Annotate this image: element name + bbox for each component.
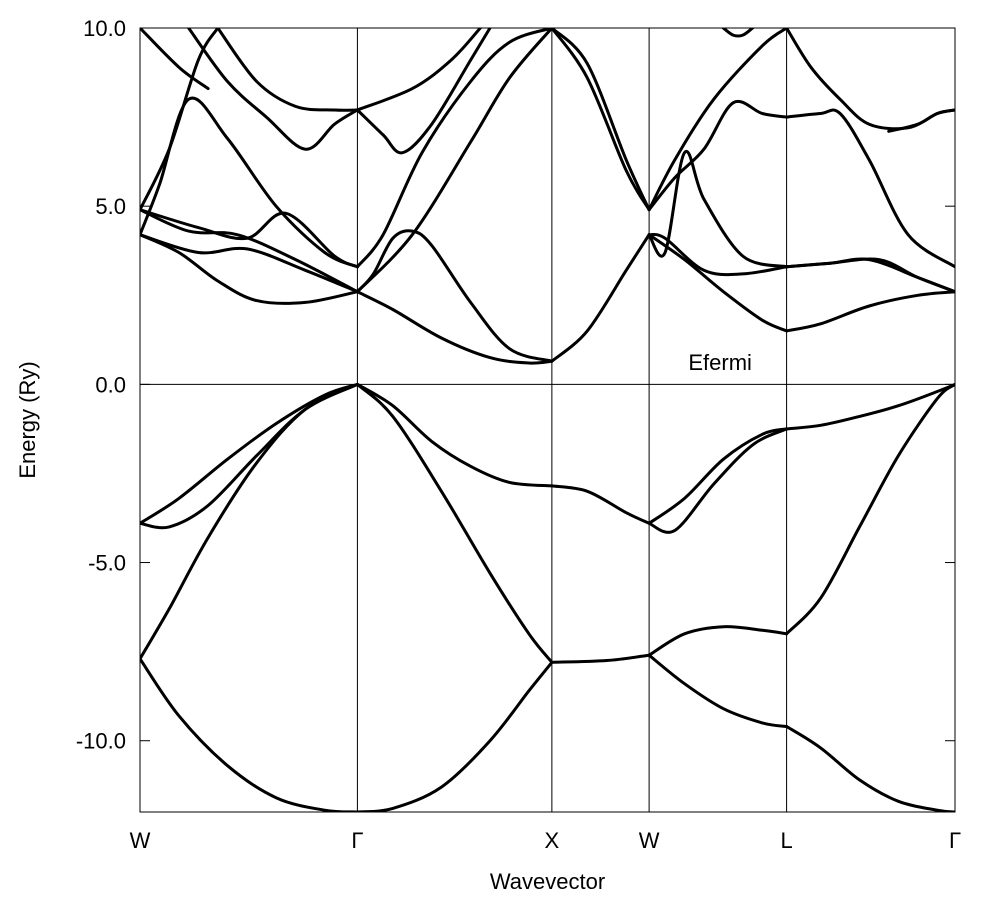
band-line <box>140 208 359 269</box>
y-axis-title: Energy (Ry) <box>15 361 40 478</box>
x-tick-label: W <box>639 828 660 853</box>
y-tick-label: 5.0 <box>95 194 126 219</box>
band-line <box>140 208 359 294</box>
band-line <box>785 725 955 812</box>
band-line <box>721 28 755 38</box>
x-tick-label: L <box>780 828 792 853</box>
y-tick-label: -10.0 <box>76 729 126 754</box>
y-tick-label: 10.0 <box>83 16 126 41</box>
y-tick-label: 0.0 <box>95 372 126 397</box>
band-line <box>785 382 955 636</box>
band-line <box>887 108 955 133</box>
x-tick-label: W <box>130 828 151 853</box>
band-line <box>550 28 651 212</box>
band-line <box>355 28 482 112</box>
band-line <box>647 233 789 333</box>
band-line <box>140 657 359 812</box>
band-line <box>140 233 359 294</box>
band-line <box>647 232 789 277</box>
efermi-annotation: Efermi <box>688 350 752 375</box>
band-line <box>355 28 492 155</box>
band-line <box>355 382 554 488</box>
kpoint-lines <box>356 28 788 812</box>
x-axis-title: Wavevector <box>490 869 605 894</box>
band-line <box>140 28 220 212</box>
band-line <box>647 28 789 212</box>
band-line <box>647 653 789 728</box>
band-line <box>355 229 554 363</box>
x-tick-label: Γ <box>351 828 363 853</box>
band-line <box>785 290 955 333</box>
band-line <box>140 28 210 91</box>
band-line <box>550 28 651 212</box>
band-line <box>355 660 554 812</box>
band-line <box>140 382 359 525</box>
band-line <box>140 382 359 661</box>
band-line <box>187 28 359 151</box>
y-tick-label: -5.0 <box>88 551 126 576</box>
band-line <box>216 28 359 112</box>
plot-frame <box>139 27 956 813</box>
band-line <box>550 653 651 664</box>
band-line <box>647 99 789 212</box>
band-line <box>785 257 955 294</box>
band-line <box>647 427 789 525</box>
band-line <box>140 233 359 305</box>
y-axis-ticks: 10.0 5.0 0.0 -5.0 -10.0 <box>76 16 955 754</box>
band-line <box>355 28 554 269</box>
band-line <box>647 427 789 534</box>
band-line <box>785 382 955 431</box>
band-line <box>647 625 789 657</box>
x-tick-label: X <box>545 828 560 853</box>
band-line <box>355 382 554 664</box>
band-line <box>550 233 651 363</box>
bands-layer <box>140 28 955 812</box>
band-line <box>355 290 554 365</box>
band-line <box>140 382 359 530</box>
band-line <box>647 149 789 269</box>
band-line <box>355 28 554 294</box>
band-line <box>140 96 359 269</box>
band-line <box>550 484 651 525</box>
band-line <box>785 108 955 269</box>
x-tick-label: Γ <box>949 828 961 853</box>
